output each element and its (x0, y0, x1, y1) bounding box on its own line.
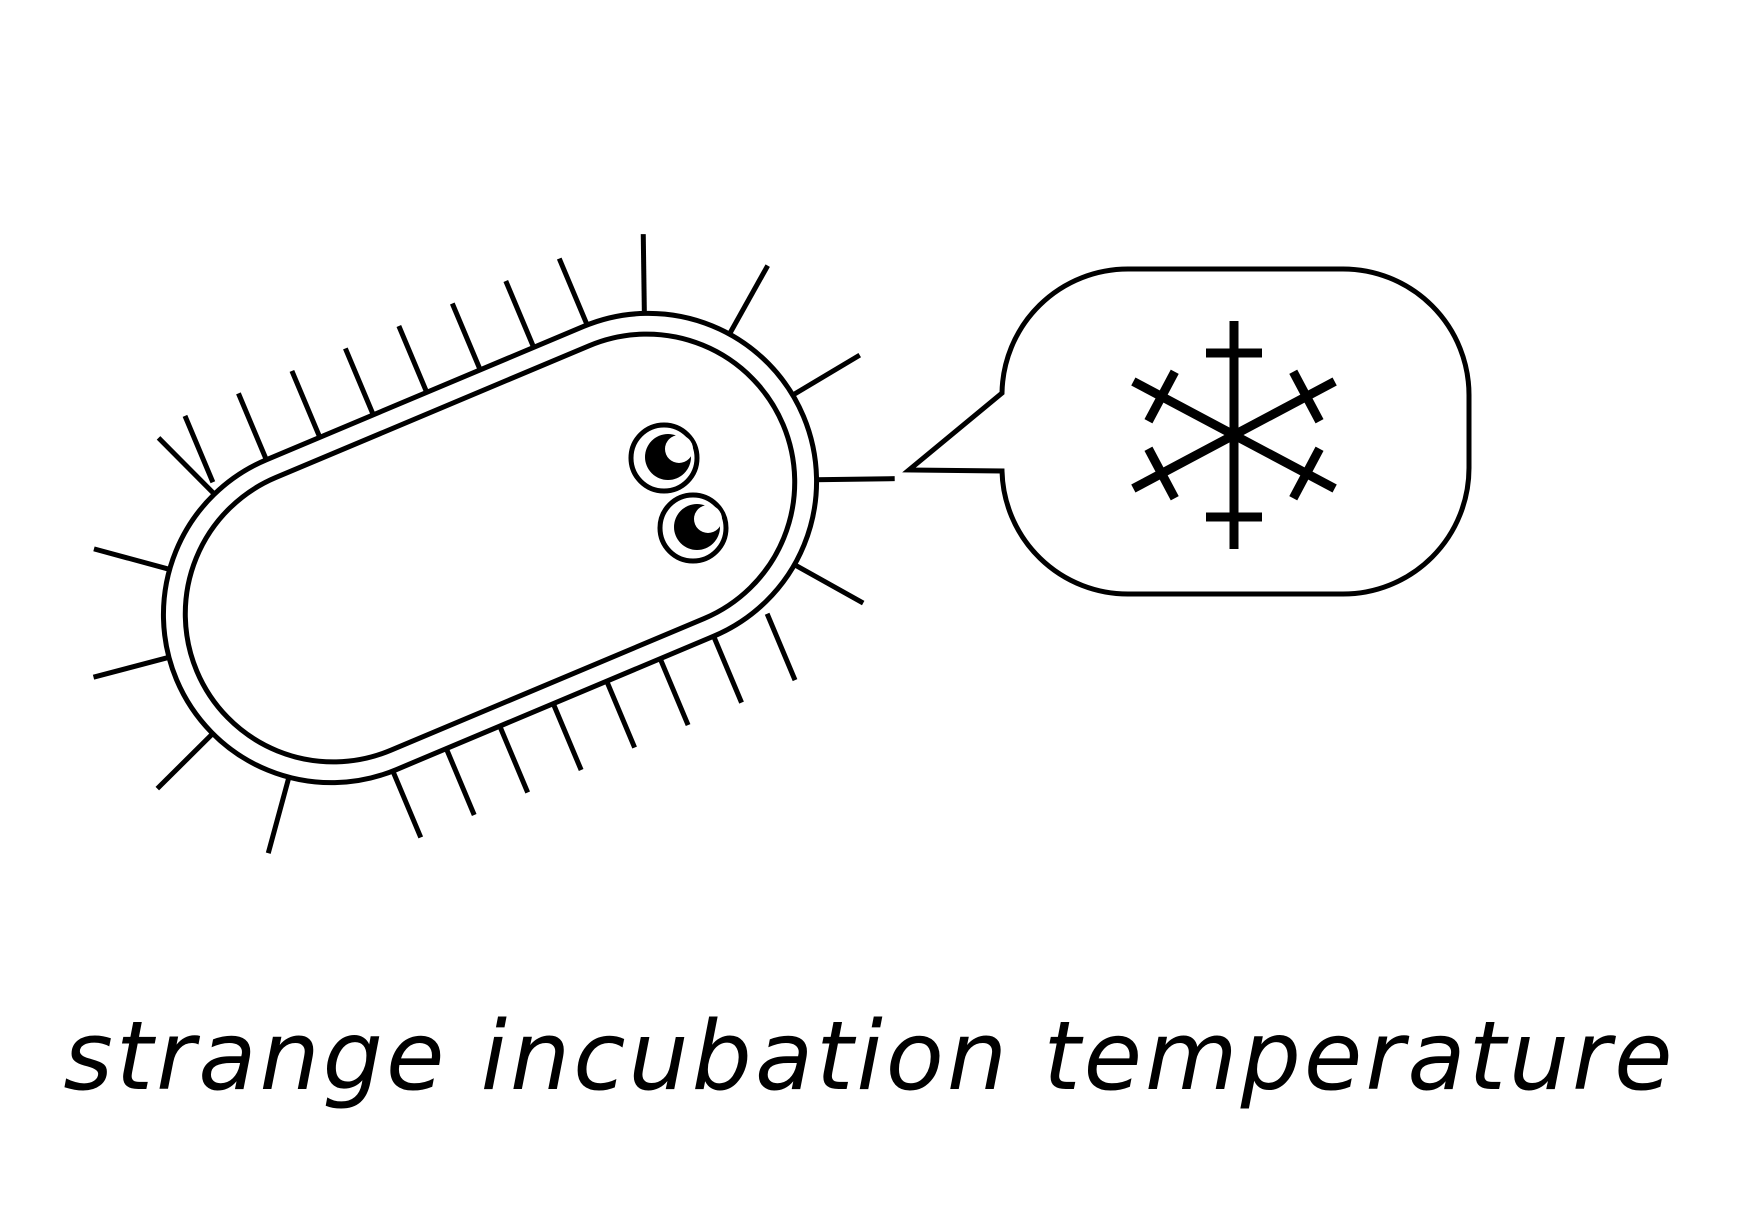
speech-bubble-icon (902, 266, 1472, 597)
snowflake-icon (1131, 321, 1337, 549)
eye-icon (657, 492, 729, 564)
eye-icon (628, 422, 700, 494)
bacterium-icon (92, 234, 895, 854)
cilia (92, 234, 895, 854)
caption-text: strange incubation temperature (63, 1002, 1676, 1112)
